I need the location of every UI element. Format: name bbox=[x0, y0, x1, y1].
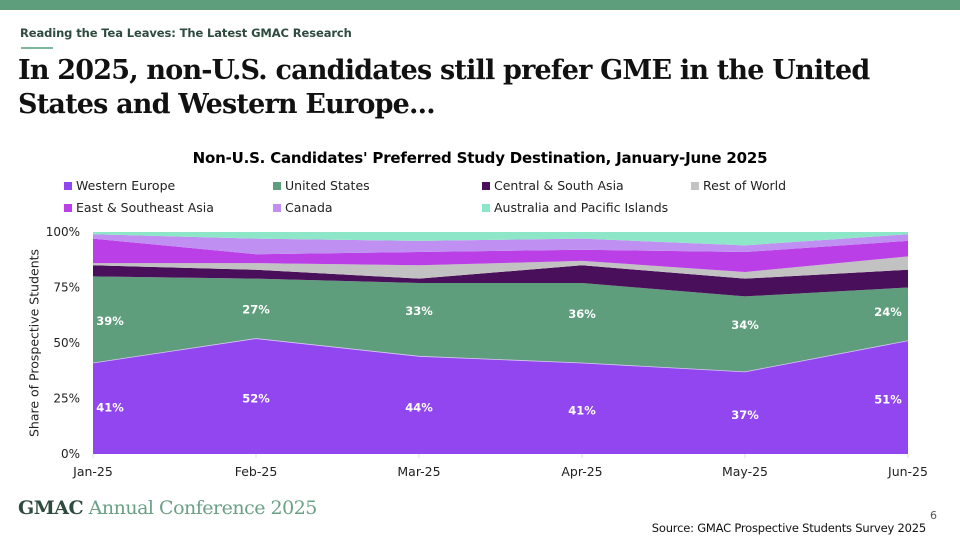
y-tick-label: 100% bbox=[46, 225, 80, 239]
y-axis-ticks: 0% 25% 50% 75% 100% bbox=[46, 225, 80, 461]
legend-item-rest-of-world: Rest of World bbox=[691, 178, 786, 193]
legend-label: East & Southeast Asia bbox=[76, 200, 214, 215]
area-australia-and-pacific-islands bbox=[93, 232, 908, 246]
legend-item-united-states: United States bbox=[273, 178, 370, 193]
legend-label: Western Europe bbox=[76, 178, 176, 193]
data-label-western-europe: 52% bbox=[242, 392, 270, 406]
legend-swatch bbox=[273, 181, 281, 190]
legend-label: Australia and Pacific Islands bbox=[494, 200, 669, 215]
conference-brand: GMAC Annual Conference 2025 bbox=[18, 497, 317, 519]
y-tick-label: 75% bbox=[53, 281, 80, 295]
data-label-western-europe: 37% bbox=[731, 408, 759, 422]
legend-swatch bbox=[273, 203, 281, 212]
y-tick-label: 0% bbox=[61, 447, 80, 461]
legend-item-australia-pacific: Australia and Pacific Islands bbox=[482, 200, 668, 215]
data-label-united-states: 33% bbox=[405, 304, 433, 318]
area-central-south-asia bbox=[93, 265, 908, 297]
area-layers bbox=[92, 232, 909, 454]
x-tick-label: Jan-25 bbox=[72, 464, 113, 479]
legend-item-western-europe: Western Europe bbox=[64, 178, 175, 193]
x-tick-label: May-25 bbox=[722, 464, 768, 479]
data-label-united-states: 36% bbox=[568, 307, 596, 321]
x-tick-label: Jun-25 bbox=[887, 464, 928, 479]
brand-gmac: GMAC bbox=[18, 497, 84, 519]
legend-label: Central & South Asia bbox=[494, 178, 624, 193]
y-tick-label: 25% bbox=[53, 392, 80, 406]
legend-swatch bbox=[691, 181, 699, 190]
chart-title: Non-U.S. Candidates' Preferred Study Des… bbox=[192, 149, 768, 167]
x-tick-label: Feb-25 bbox=[235, 464, 278, 479]
data-label-western-europe: 41% bbox=[96, 400, 124, 414]
area-east-southeast-asia bbox=[93, 238, 908, 272]
data-label-united-states: 24% bbox=[874, 305, 902, 319]
data-labels: 41% 52% 44% 41% 37% 51% 39% 27% 33% 36% 34% 24% bbox=[96, 303, 902, 422]
data-label-western-europe: 41% bbox=[568, 404, 596, 418]
legend-swatch bbox=[482, 203, 490, 212]
area-rest-of-world bbox=[93, 256, 908, 279]
legend-swatch bbox=[482, 181, 490, 190]
legend-item-canada: Canada bbox=[273, 200, 333, 215]
x-axis-ticks: Jan-25 Feb-25 Mar-25 Apr-25 May-25 Jun-25 bbox=[72, 454, 928, 479]
data-label-western-europe: 44% bbox=[405, 400, 433, 414]
top-accent-bar bbox=[0, 0, 960, 10]
data-label-united-states: 27% bbox=[242, 303, 270, 317]
section-eyebrow: Reading the Tea Leaves: The Latest GMAC … bbox=[20, 26, 352, 40]
eyebrow-underline bbox=[21, 47, 53, 49]
x-tick-label: Mar-25 bbox=[397, 464, 440, 479]
legend-label: United States bbox=[285, 178, 370, 193]
legend-label: Canada bbox=[285, 200, 333, 215]
area-western-europe bbox=[93, 338, 908, 454]
source-note: Source: GMAC Prospective Students Survey… bbox=[651, 521, 926, 535]
data-label-united-states: 34% bbox=[731, 318, 759, 332]
legend-item-central-south-asia: Central & South Asia bbox=[482, 178, 624, 193]
area-united-states bbox=[93, 276, 908, 372]
series-boundary-line bbox=[92, 338, 909, 373]
legend-swatch bbox=[64, 203, 72, 212]
page-number: 6 bbox=[930, 509, 937, 522]
legend-label: Rest of World bbox=[703, 178, 787, 193]
x-tick-label: Apr-25 bbox=[561, 464, 602, 479]
y-tick-label: 50% bbox=[53, 336, 80, 350]
data-label-united-states: 39% bbox=[96, 314, 124, 328]
area-canada bbox=[93, 234, 908, 255]
legend-swatch bbox=[64, 181, 72, 190]
legend-item-east-southeast-asia: East & Southeast Asia bbox=[64, 200, 214, 215]
brand-conference: Annual Conference 2025 bbox=[88, 497, 318, 519]
slide-headline: In 2025, non-U.S. candidates still prefe… bbox=[18, 55, 870, 120]
data-label-western-europe: 51% bbox=[874, 393, 902, 407]
